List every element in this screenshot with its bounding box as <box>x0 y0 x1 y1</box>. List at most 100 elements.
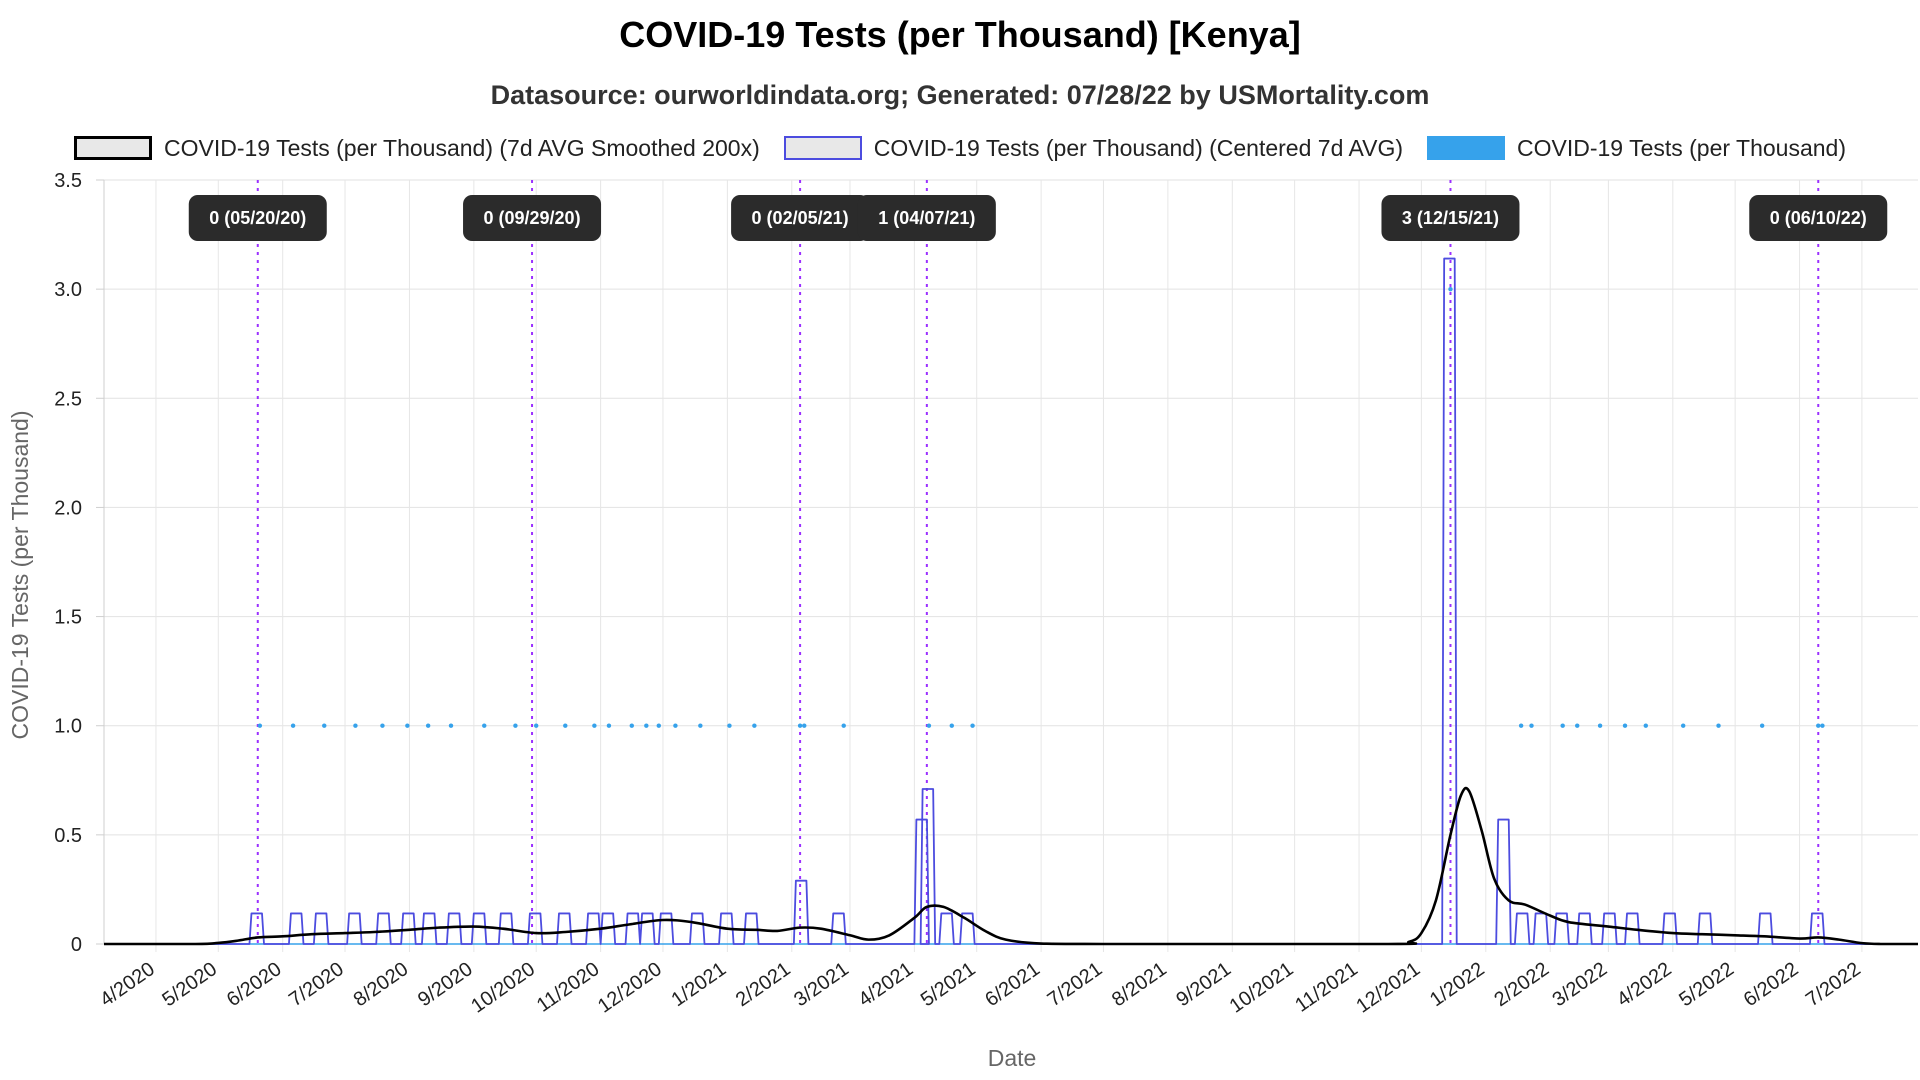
x-tick-label: 3/2021 <box>790 958 853 1011</box>
x-tick-label: 12/2020 <box>594 958 666 1017</box>
annotation-text: 0 (06/10/22) <box>1770 208 1867 228</box>
annotation-lines <box>256 180 1820 944</box>
raw-data-point <box>1448 286 1453 292</box>
annotation-label: 0 (05/20/20) <box>188 195 327 241</box>
raw-data-point <box>322 723 327 728</box>
x-tick-label: 9/2021 <box>1172 958 1235 1011</box>
series-raw <box>104 286 1918 945</box>
x-axis-ticks: 4/2020 5/2020 6/2020 7/2020 8/2020 9/202010/2… <box>96 958 1865 1017</box>
x-tick-label: 6/2022 <box>1740 958 1803 1011</box>
legend-item-raw[interactable]: COVID-19 Tests (per Thousand) <box>1427 135 1846 162</box>
y-tick-label: 1.0 <box>54 716 82 738</box>
annotation-label: 1 (04/07/21) <box>857 195 996 241</box>
x-tick-label: 5/2022 <box>1675 958 1738 1011</box>
x-tick-label: 4/2020 <box>96 958 159 1011</box>
x-tick-label: 6/2021 <box>981 958 1044 1011</box>
x-tick-label: 8/2020 <box>350 958 413 1011</box>
legend-label-raw: COVID-19 Tests (per Thousand) <box>1517 134 1846 161</box>
raw-data-point <box>534 723 539 728</box>
y-tick-label: 2.0 <box>54 497 82 519</box>
legend-item-smoothed[interactable]: COVID-19 Tests (per Thousand) (7d AVG Sm… <box>74 135 760 162</box>
raw-data-point <box>1575 723 1580 728</box>
y-axis-title: COVID-19 Tests (per Thousand) <box>7 411 33 740</box>
x-tick-label: 1/2021 <box>668 958 731 1011</box>
raw-data-point <box>290 723 296 728</box>
x-tick-label: 10/2021 <box>1226 958 1298 1017</box>
x-tick-label: 12/2021 <box>1352 958 1424 1017</box>
raw-data-point <box>353 723 358 728</box>
raw-data-point <box>380 723 385 728</box>
x-tick-label: 8/2021 <box>1108 958 1171 1011</box>
x-tick-label: 11/2021 <box>1291 958 1362 1017</box>
y-tick-label: 1.5 <box>54 607 82 629</box>
raw-data-point <box>841 723 846 728</box>
chart-subtitle: Datasource: ourworldindata.org; Generate… <box>490 80 1430 110</box>
y-tick-label: 0 <box>71 934 82 956</box>
series-centered <box>104 257 1918 945</box>
raw-data-point <box>656 723 661 728</box>
raw-data-point <box>698 723 703 728</box>
raw-data-point <box>727 723 732 728</box>
raw-data-point <box>1529 723 1534 728</box>
annotation-box <box>857 195 996 241</box>
x-tick-label: 2/2022 <box>1490 958 1553 1011</box>
raw-data-point <box>257 723 263 728</box>
x-tick-label: 4/2021 <box>855 958 918 1011</box>
raw-data-point <box>513 723 518 728</box>
annotation-text: 3 (12/15/21) <box>1402 208 1499 228</box>
y-axis-ticks: 0 0.5 1.0 1.5 2.0 2.5 3.0 3.5 <box>54 170 82 956</box>
x-tick-label: 10/2020 <box>467 958 539 1017</box>
raw-data-point <box>1716 723 1721 728</box>
x-axis-title: Date <box>988 1045 1037 1071</box>
raw-data-point <box>644 723 649 728</box>
annotation-label: 0 (09/29/20) <box>463 195 602 241</box>
raw-data-point <box>673 723 678 728</box>
raw-data-point <box>592 723 597 728</box>
raw-data-point <box>1518 723 1524 728</box>
raw-data-point <box>1816 723 1821 728</box>
y-tick-label: 2.5 <box>54 388 82 410</box>
annotation-label: 3 (12/15/21) <box>1381 195 1520 241</box>
raw-data-point <box>606 723 612 728</box>
raw-data-point <box>802 723 807 728</box>
raw-data-point <box>1560 723 1565 728</box>
raw-data-point <box>752 723 757 728</box>
annotation-box <box>1749 195 1888 241</box>
x-tick-label: 2/2021 <box>732 958 795 1011</box>
legend-label-centered: COVID-19 Tests (per Thousand) (Centered … <box>873 134 1404 161</box>
raw-data-point <box>629 723 634 728</box>
annotation-labels: 0 (05/20/20) 0 (09/29/20) 0 (02/05/21) 1 (0… <box>188 195 1888 241</box>
x-tick-label: 1/2022 <box>1426 958 1489 1011</box>
raw-data-point <box>1622 723 1628 728</box>
annotation-text: 0 (02/05/21) <box>752 208 849 228</box>
x-tick-label: 11/2020 <box>533 958 604 1017</box>
legend-item-centered[interactable]: COVID-19 Tests (per Thousand) (Centered … <box>783 134 1404 162</box>
y-tick-label: 3.0 <box>54 279 82 301</box>
grid <box>96 179 1918 952</box>
x-tick-label: 4/2022 <box>1613 958 1676 1011</box>
raw-data-point <box>1597 723 1603 728</box>
smoothed-avg-line <box>104 786 1918 946</box>
x-tick-label: 9/2020 <box>414 958 477 1011</box>
raw-data-point <box>1680 723 1686 728</box>
x-tick-label: 7/2020 <box>285 958 348 1011</box>
y-tick-label: 0.5 <box>54 825 82 847</box>
annotation-label: 0 (02/05/21) <box>731 195 870 241</box>
annotation-label: 0 (06/10/22) <box>1749 195 1888 241</box>
raw-data-point <box>1759 723 1765 728</box>
annotation-box <box>188 195 327 241</box>
centered-avg-line <box>104 257 1918 945</box>
annotation-box <box>731 195 870 241</box>
y-tick-label: 3.5 <box>54 170 82 192</box>
raw-data-point <box>797 723 803 728</box>
annotation-text: 0 (05/20/20) <box>209 208 306 228</box>
raw-data-point <box>563 723 568 728</box>
raw-data-point <box>482 723 487 728</box>
raw-data-point <box>425 723 431 728</box>
chart-title: COVID-19 Tests (per Thousand) [Kenya] <box>619 14 1301 55</box>
x-tick-label: 5/2020 <box>158 958 221 1011</box>
x-tick-label: 7/2021 <box>1044 958 1107 1011</box>
x-tick-label: 7/2022 <box>1802 958 1865 1011</box>
x-tick-label: 5/2021 <box>917 958 980 1011</box>
